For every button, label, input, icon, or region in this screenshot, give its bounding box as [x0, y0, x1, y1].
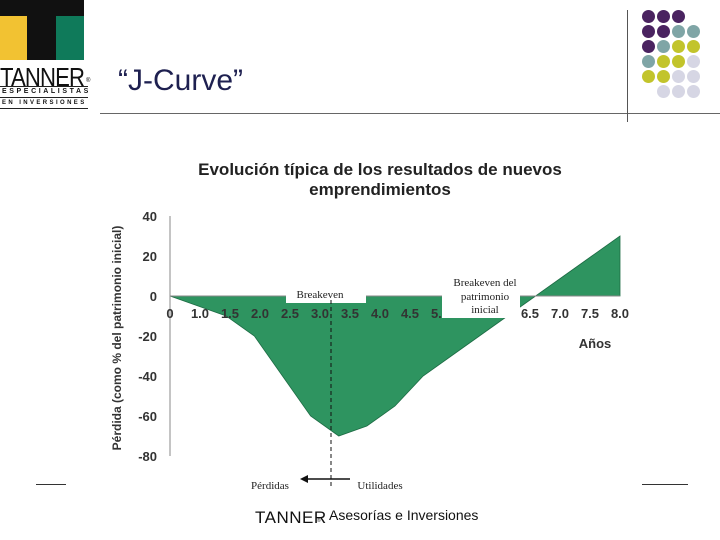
logo-rule-middle	[0, 97, 88, 98]
decorative-dot	[642, 40, 655, 53]
breakeven-label: Breakeven	[296, 289, 344, 301]
gain-area	[170, 235, 621, 297]
y-tick-label: -60	[138, 409, 157, 424]
footer-tagline: Asesorías e Inversiones	[329, 507, 479, 523]
footer-registered-mark: ®	[317, 518, 321, 524]
losses-arrow-head	[300, 475, 308, 483]
decorative-dot	[642, 10, 655, 23]
decorative-dot	[672, 10, 685, 23]
logo-rule-top	[0, 86, 88, 87]
x-tick-label: 2.0	[251, 306, 269, 321]
x-tick-label: 1.0	[191, 306, 209, 321]
logo-tagline-2: EN INVERSIONES	[2, 100, 87, 106]
slide-title: “J-Curve”	[118, 64, 243, 97]
logo-t-stem	[27, 16, 56, 60]
logo-t-top	[0, 0, 84, 16]
decorative-dot	[642, 70, 655, 83]
losses-label: Pérdidas	[251, 480, 289, 492]
decorative-dot	[642, 55, 655, 68]
x-tick-label: 2.5	[281, 306, 299, 321]
decorative-dot	[672, 25, 685, 38]
x-tick-label: 4.5	[401, 306, 419, 321]
decorative-dot	[687, 55, 700, 68]
loss-area	[169, 295, 537, 437]
header-divider	[100, 113, 720, 114]
decorative-dot	[657, 55, 670, 68]
chart-title-line-1: Evolución típica de los resultados de nu…	[198, 160, 562, 179]
breakeven-equity-label-1: Breakeven del	[453, 277, 516, 289]
y-tick-label: 0	[150, 289, 157, 304]
decorative-dot	[657, 85, 670, 98]
y-tick-label: 40	[143, 209, 157, 224]
decorative-dot	[672, 55, 685, 68]
x-tick-label: 0	[166, 306, 173, 321]
company-logo	[0, 0, 100, 112]
x-tick-label: 4.0	[371, 306, 389, 321]
y-axis-label: Pérdida (como % del patrimonio inicial)	[110, 226, 124, 451]
decorative-dot	[687, 40, 700, 53]
y-tick-label: -20	[138, 329, 157, 344]
x-tick-labels: 01.01.52.02.53.03.54.04.55.05.56.06.57.0…	[166, 306, 629, 321]
vertical-divider	[627, 10, 628, 122]
decorative-dot	[657, 25, 670, 38]
x-tick-label: 1.5	[221, 306, 239, 321]
chart-title-line-2: emprendimientos	[309, 180, 451, 199]
footer-logo: TANNER	[255, 508, 327, 527]
decorative-dot	[642, 25, 655, 38]
y-tick-label: -40	[138, 369, 157, 384]
x-tick-label: 3.5	[341, 306, 359, 321]
x-tick-label: 7.5	[581, 306, 599, 321]
decorative-dot	[672, 85, 685, 98]
logo-registered-mark: ®	[86, 78, 91, 84]
footer-rule-left	[36, 484, 66, 485]
decorative-dot	[657, 70, 670, 83]
y-tick-label: -80	[138, 449, 157, 464]
x-tick-label: 7.0	[551, 306, 569, 321]
decorative-dot	[687, 85, 700, 98]
x-tick-label: 3.0	[311, 306, 329, 321]
decorative-dot	[657, 10, 670, 23]
logo-rule-bottom	[0, 108, 88, 109]
decorative-dot	[657, 40, 670, 53]
breakeven-label-bg	[286, 285, 366, 303]
x-tick-label: 6.5	[521, 306, 539, 321]
breakeven-equity-label-3: inicial	[471, 304, 499, 316]
logo-tagline-1: ESPECIALISTAS	[2, 88, 91, 95]
x-axis-label: Años	[579, 336, 612, 351]
decorative-dot	[687, 70, 700, 83]
decorative-dot	[687, 25, 700, 38]
y-tick-label: 20	[143, 249, 157, 264]
footer-rule-right	[642, 484, 688, 485]
decorative-dot	[672, 70, 685, 83]
breakeven-equity-label-bg	[442, 272, 520, 318]
x-tick-label: 8.0	[611, 306, 629, 321]
y-tick-labels: 40 20 0 -20 -40 -60 -80	[138, 209, 157, 464]
profits-label: Utilidades	[357, 480, 402, 492]
decorative-dot	[672, 40, 685, 53]
chart-title: Evolución típica de los resultados de nu…	[160, 160, 600, 200]
logo-wordmark: TANNER	[0, 62, 85, 92]
breakeven-equity-label-2: patrimonio	[461, 291, 510, 303]
